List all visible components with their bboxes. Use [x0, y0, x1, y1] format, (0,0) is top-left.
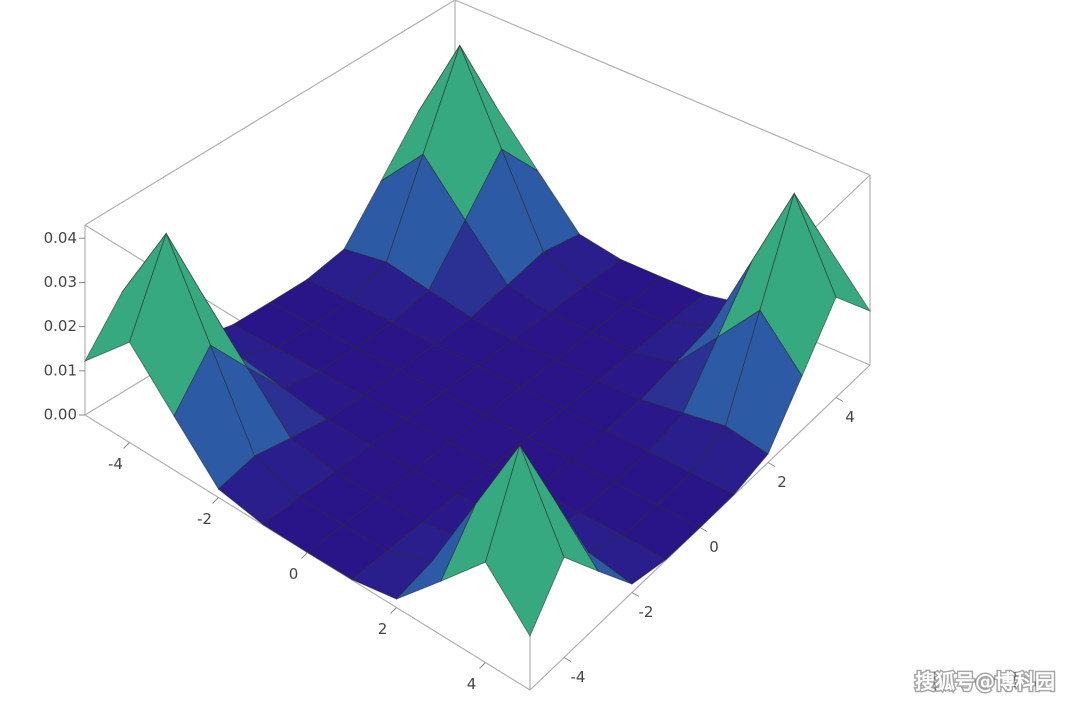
- x-tick-label: -2: [197, 510, 212, 528]
- x-tick-label: -4: [108, 455, 123, 473]
- box-edge: [454, 0, 871, 176]
- x-tick: [301, 552, 308, 559]
- x-tick-label: 2: [378, 620, 388, 638]
- y-tick: [699, 527, 708, 532]
- z-tick-label: 0.03: [44, 273, 77, 291]
- y-tick-label: -4: [571, 668, 586, 686]
- y-tick-label: 2: [777, 473, 787, 491]
- y-tick: [563, 657, 572, 662]
- z-tick-label: 0.02: [44, 317, 77, 335]
- x-tick: [390, 607, 397, 614]
- x-tick: [479, 662, 486, 669]
- watermark: 搜狐号@博科园: [915, 670, 1055, 694]
- x-tick-label: 0: [289, 565, 299, 583]
- y-tick-label: -2: [639, 603, 654, 621]
- y-tick: [631, 592, 640, 597]
- z-tick-label: 0.01: [44, 361, 77, 379]
- x-tick-label: 4: [467, 675, 477, 693]
- box-edge: [84, 0, 456, 226]
- x-tick: [212, 497, 219, 504]
- y-tick: [767, 462, 776, 467]
- x-tick: [123, 442, 130, 449]
- y-tick-label: 4: [845, 408, 855, 426]
- surface: [83, 44, 872, 638]
- y-tick: [835, 397, 844, 402]
- y-tick-label: 0: [709, 538, 719, 556]
- z-tick-label: 0.04: [44, 229, 77, 247]
- z-tick-label: 0.00: [44, 406, 77, 424]
- surface-patch: [485, 444, 565, 638]
- axes: 0.00 0.01 0.02 0.03 0.04 -4 -2 0 2 4 -4 -2 0 2 4: [44, 229, 855, 693]
